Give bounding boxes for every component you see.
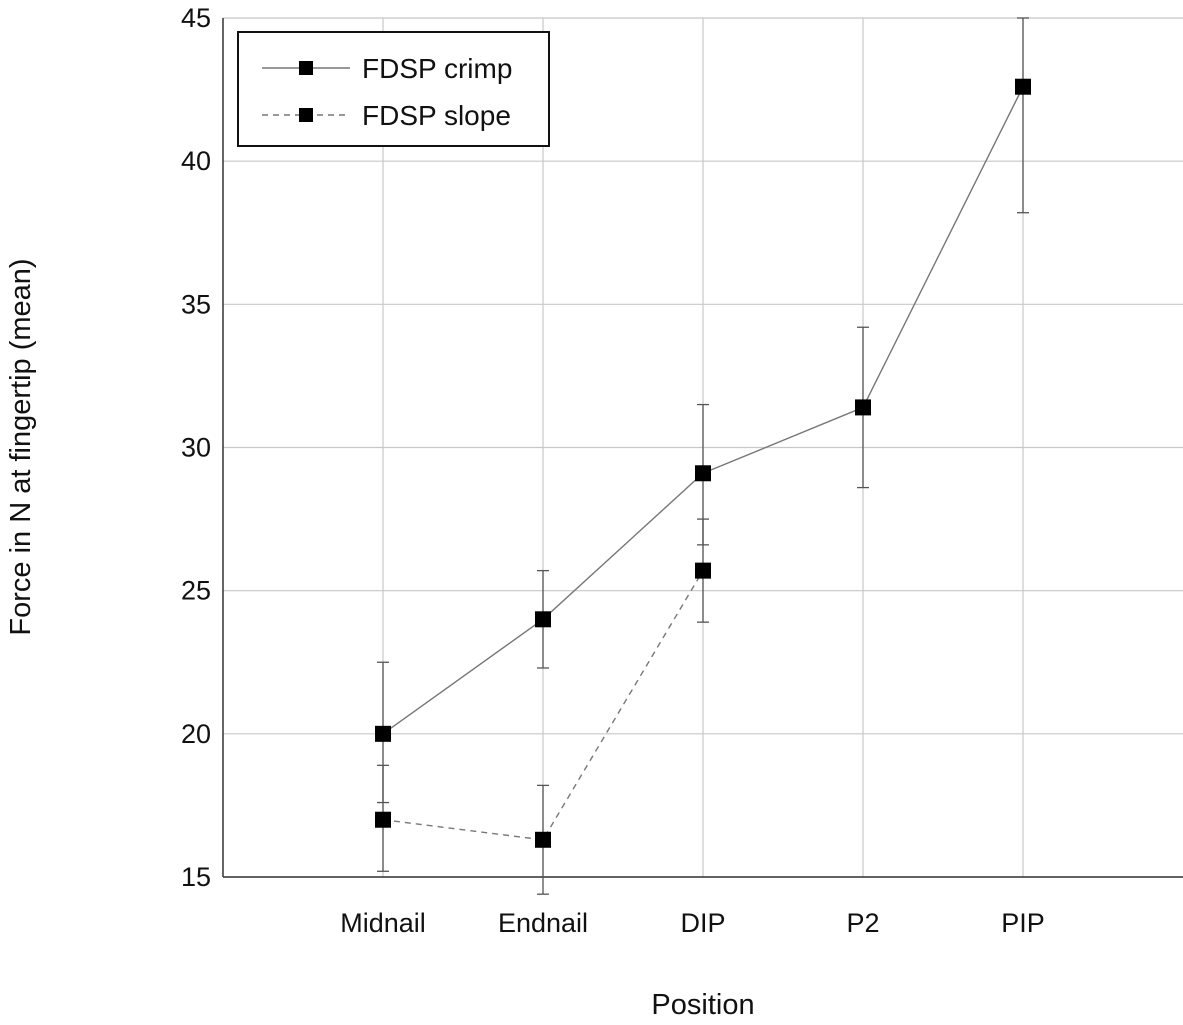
x-tick-label: P2 <box>846 908 879 938</box>
data-point-marker <box>375 725 391 742</box>
axes <box>222 18 1183 878</box>
data-point-marker <box>695 562 711 579</box>
series-fdsp-crimp <box>375 17 1031 804</box>
x-tick-label: DIP <box>680 908 725 938</box>
legend-label: FDSP crimp <box>362 53 512 84</box>
y-tick-label: 35 <box>181 289 211 319</box>
y-tick-label: 25 <box>181 576 211 606</box>
data-point-marker <box>855 399 871 416</box>
data-point-marker <box>695 465 711 482</box>
data-point-marker <box>535 831 551 848</box>
error-bar <box>1017 17 1029 214</box>
y-tick-label: 30 <box>181 433 211 463</box>
x-tick-label: Endnail <box>498 908 588 938</box>
legend-label: FDSP slope <box>362 100 511 131</box>
y-axis-title: Force in N at fingertip (mean) <box>5 258 37 635</box>
legend-marker <box>299 108 313 122</box>
series-fdsp-slope <box>375 518 711 895</box>
data-point-marker <box>1015 78 1031 95</box>
y-tick-label: 40 <box>181 146 211 176</box>
legend-marker <box>299 61 313 75</box>
legend: FDSP crimp FDSP slope <box>237 31 550 147</box>
series-layer <box>375 17 1031 895</box>
x-tick-label: PIP <box>1001 908 1045 938</box>
y-tick-label: 45 <box>181 3 211 33</box>
tick-labels: 15 20 25 30 35 40 45 Midnail Endnail DIP P2 PIP <box>181 3 1045 938</box>
x-tick-label: Midnail <box>340 908 426 938</box>
data-point-marker <box>535 611 551 628</box>
y-tick-label: 15 <box>181 862 211 892</box>
y-tick-label: 20 <box>181 719 211 749</box>
data-point-marker <box>375 811 391 828</box>
x-axis-title: Position <box>651 989 754 1021</box>
legend-box <box>237 31 550 147</box>
